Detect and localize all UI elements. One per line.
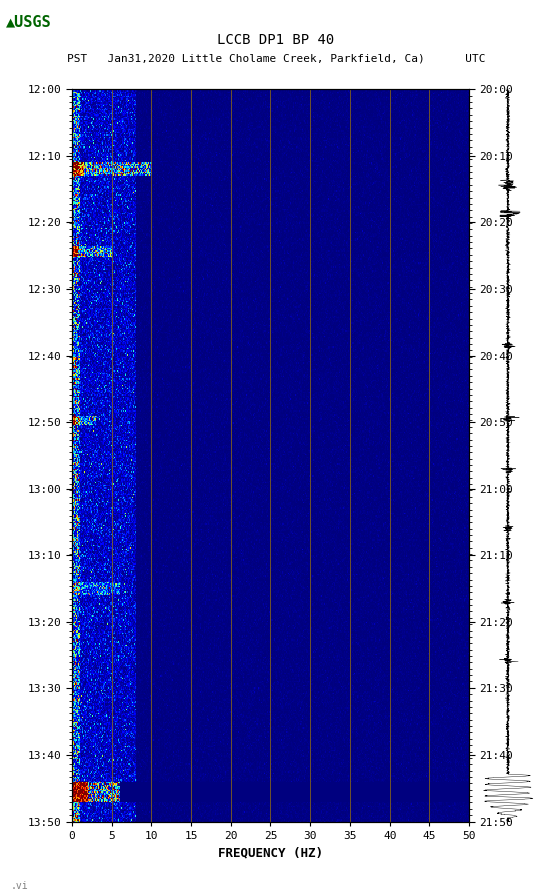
X-axis label: FREQUENCY (HZ): FREQUENCY (HZ) xyxy=(218,847,323,859)
Text: ▲USGS: ▲USGS xyxy=(6,15,51,29)
Text: LCCB DP1 BP 40: LCCB DP1 BP 40 xyxy=(217,33,335,47)
Text: PST   Jan31,2020 Little Cholame Creek, Parkfield, Ca)      UTC: PST Jan31,2020 Little Cholame Creek, Par… xyxy=(67,53,485,63)
Text: .vi: .vi xyxy=(11,880,29,890)
